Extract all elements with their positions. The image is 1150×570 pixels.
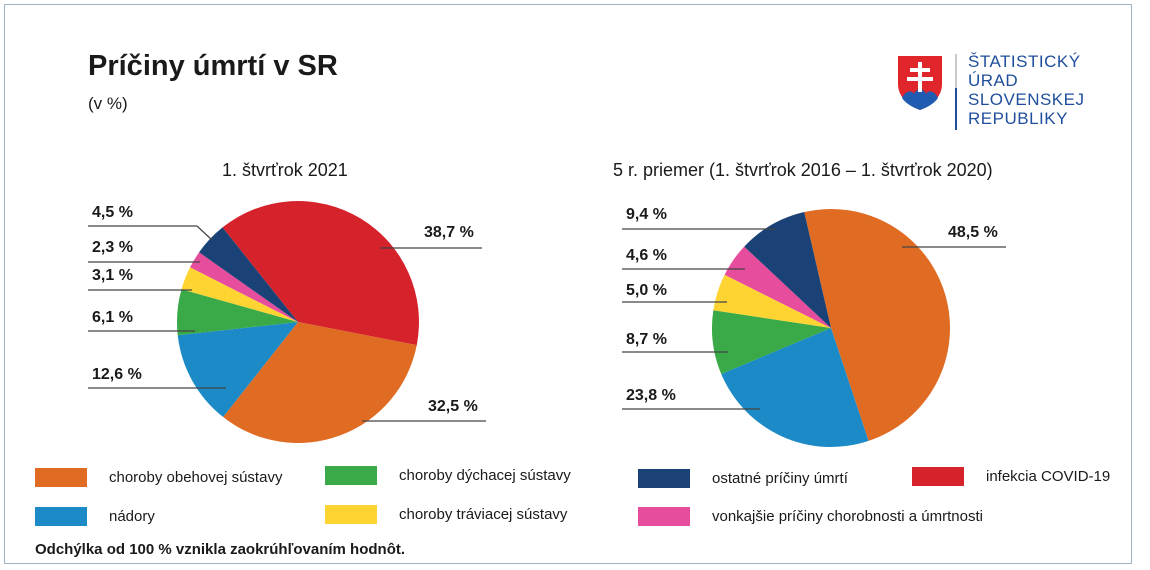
data-label: 4,5 % — [92, 204, 133, 221]
data-label: 8,7 % — [626, 331, 667, 348]
legend-swatch — [912, 467, 964, 486]
legend-swatch — [325, 505, 377, 524]
legend-item: ostatné príčiny úmrtí — [638, 469, 848, 488]
legend-item: choroby obehovej sústavy — [35, 468, 282, 487]
legend-item: choroby tráviacej sústavy — [325, 505, 567, 524]
legend-item: choroby dýchacej sústavy — [325, 466, 571, 485]
pie-slice-obehova — [223, 322, 417, 443]
legend-label: choroby dýchacej sústavy — [399, 467, 571, 484]
leader-lines — [88, 225, 1006, 422]
pie-slice-nadory — [721, 328, 869, 448]
pie-slice-vonkajsie — [724, 246, 831, 328]
legend-item: nádory — [35, 507, 155, 526]
data-label: 5,0 % — [626, 282, 667, 299]
data-label: 38,7 % — [424, 224, 474, 241]
data-label: 6,1 % — [92, 309, 133, 326]
legend-label: vonkajšie príčiny chorobnosti a úmrtnost… — [712, 508, 983, 525]
pie-1 — [176, 200, 419, 443]
logo-line: ÚRAD — [968, 71, 1019, 90]
pie-slice-traviaca — [713, 274, 831, 328]
legend-item: vonkajšie príčiny chorobnosti a úmrtnost… — [638, 507, 983, 526]
logo-line: ŠTATISTICKÝ — [968, 52, 1081, 71]
data-label: 9,4 % — [626, 206, 667, 223]
pie-slice-dychacia — [176, 289, 298, 336]
pie-slice-vonkajsie — [190, 252, 298, 322]
legend-item: infekcia COVID-19 — [912, 467, 1110, 486]
logo-line: SLOVENSKEJ — [968, 90, 1085, 109]
pie-slice-dychacia — [712, 310, 831, 374]
data-label: 12,6 % — [92, 366, 142, 383]
data-label: 4,6 % — [626, 247, 667, 264]
pie-2-title: 5 r. priemer (1. štvrťrok 2016 – 1. štvr… — [613, 160, 993, 180]
data-label: 23,8 % — [626, 387, 676, 404]
data-label: 3,1 % — [92, 267, 133, 284]
data-label: 2,3 % — [92, 239, 133, 256]
unit-label: (v %) — [88, 94, 128, 113]
legend-label: choroby tráviacej sústavy — [399, 506, 568, 523]
slovak-coat-of-arms-logo — [898, 56, 942, 110]
logo-divider — [955, 54, 957, 130]
legend-swatch — [35, 507, 87, 526]
legend-label: choroby obehovej sústavy — [109, 469, 283, 486]
legend-label: infekcia COVID-19 — [986, 468, 1111, 485]
pie-slice-obehova — [804, 208, 951, 441]
pie-slice-ostatne — [199, 227, 298, 322]
logo-text: ŠTATISTICKÝ ÚRAD SLOVENSKEJ REPUBLIKY — [968, 52, 1085, 128]
legend-swatch — [638, 507, 690, 526]
legend-swatch — [35, 468, 87, 487]
pie-slice-ostatne — [744, 212, 831, 328]
pie-slice-covid — [222, 200, 419, 346]
legend-label: ostatné príčiny úmrtí — [712, 470, 848, 487]
pie-slice-nadory — [177, 322, 298, 418]
legend-swatch — [325, 466, 377, 485]
logo-line: REPUBLIKY — [968, 109, 1068, 128]
pie-1-title: 1. štvrťrok 2021 — [222, 160, 348, 180]
chart-frame — [4, 4, 1132, 564]
legend-label: nádory — [109, 508, 155, 525]
rounding-note: Odchýlka od 100 % vznikla zaokrúhľovaním… — [35, 541, 406, 558]
pie-2 — [712, 208, 951, 448]
legend-swatch — [638, 469, 690, 488]
chart-title: Príčiny úmrtí v SR — [88, 50, 338, 82]
data-label: 32,5 % — [428, 398, 478, 415]
pie-slice-traviaca — [181, 267, 298, 322]
data-label: 48,5 % — [948, 224, 998, 241]
